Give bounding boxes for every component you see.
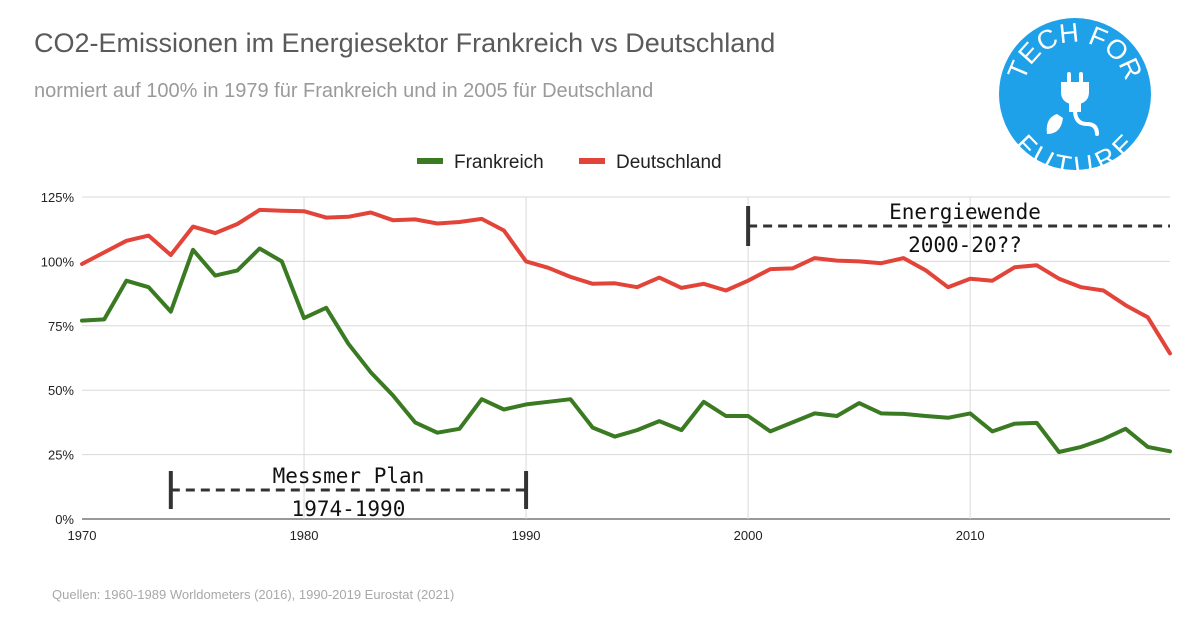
series-line-deutschland [80, 207, 1172, 356]
legend: Frankreich Deutschland [417, 152, 722, 173]
x-tick-label: 1970 [68, 528, 97, 543]
energiewende-years: 2000-20?? [908, 233, 1022, 257]
series-line-frankreich [80, 246, 1172, 454]
source-note: Quellen: 1960-1989 Worldometers (2016), … [52, 587, 455, 602]
y-tick-label: 50% [48, 383, 74, 398]
tech-for-future-logo: TECH FOR FUTURE [999, 18, 1151, 170]
legend-label-frankreich: Frankreich [454, 152, 544, 173]
messmer-annotation: Messmer Plan 1974-1990 [168, 464, 529, 521]
y-tick-label: 100% [41, 254, 75, 269]
x-axis-ticks: 1970 1980 1990 2000 2010 [68, 528, 985, 543]
messmer-label: Messmer Plan [273, 464, 425, 488]
series-lines [80, 207, 1172, 454]
x-tick-label: 2010 [956, 528, 985, 543]
grid [82, 196, 1170, 520]
y-tick-label: 0% [55, 512, 74, 527]
energiewende-label: Energiewende [889, 200, 1041, 224]
y-axis-ticks: 0% 25% 50% 75% 100% 125% [41, 190, 75, 527]
x-tick-label: 2000 [734, 528, 763, 543]
messmer-years: 1974-1990 [292, 497, 406, 521]
x-tick-label: 1990 [512, 528, 541, 543]
y-tick-label: 75% [48, 319, 74, 334]
y-tick-label: 25% [48, 448, 74, 463]
plug-leaf-icon [1046, 72, 1099, 136]
chart-title: CO2-Emissionen im Energiesektor Frankrei… [34, 28, 776, 58]
legend-label-deutschland: Deutschland [616, 152, 722, 173]
x-tick-label: 1980 [290, 528, 319, 543]
chart-subtitle: normiert auf 100% in 1979 für Frankreich… [34, 80, 654, 102]
energiewende-annotation: Energiewende 2000-20?? [746, 200, 1170, 257]
y-tick-label: 125% [41, 190, 75, 205]
